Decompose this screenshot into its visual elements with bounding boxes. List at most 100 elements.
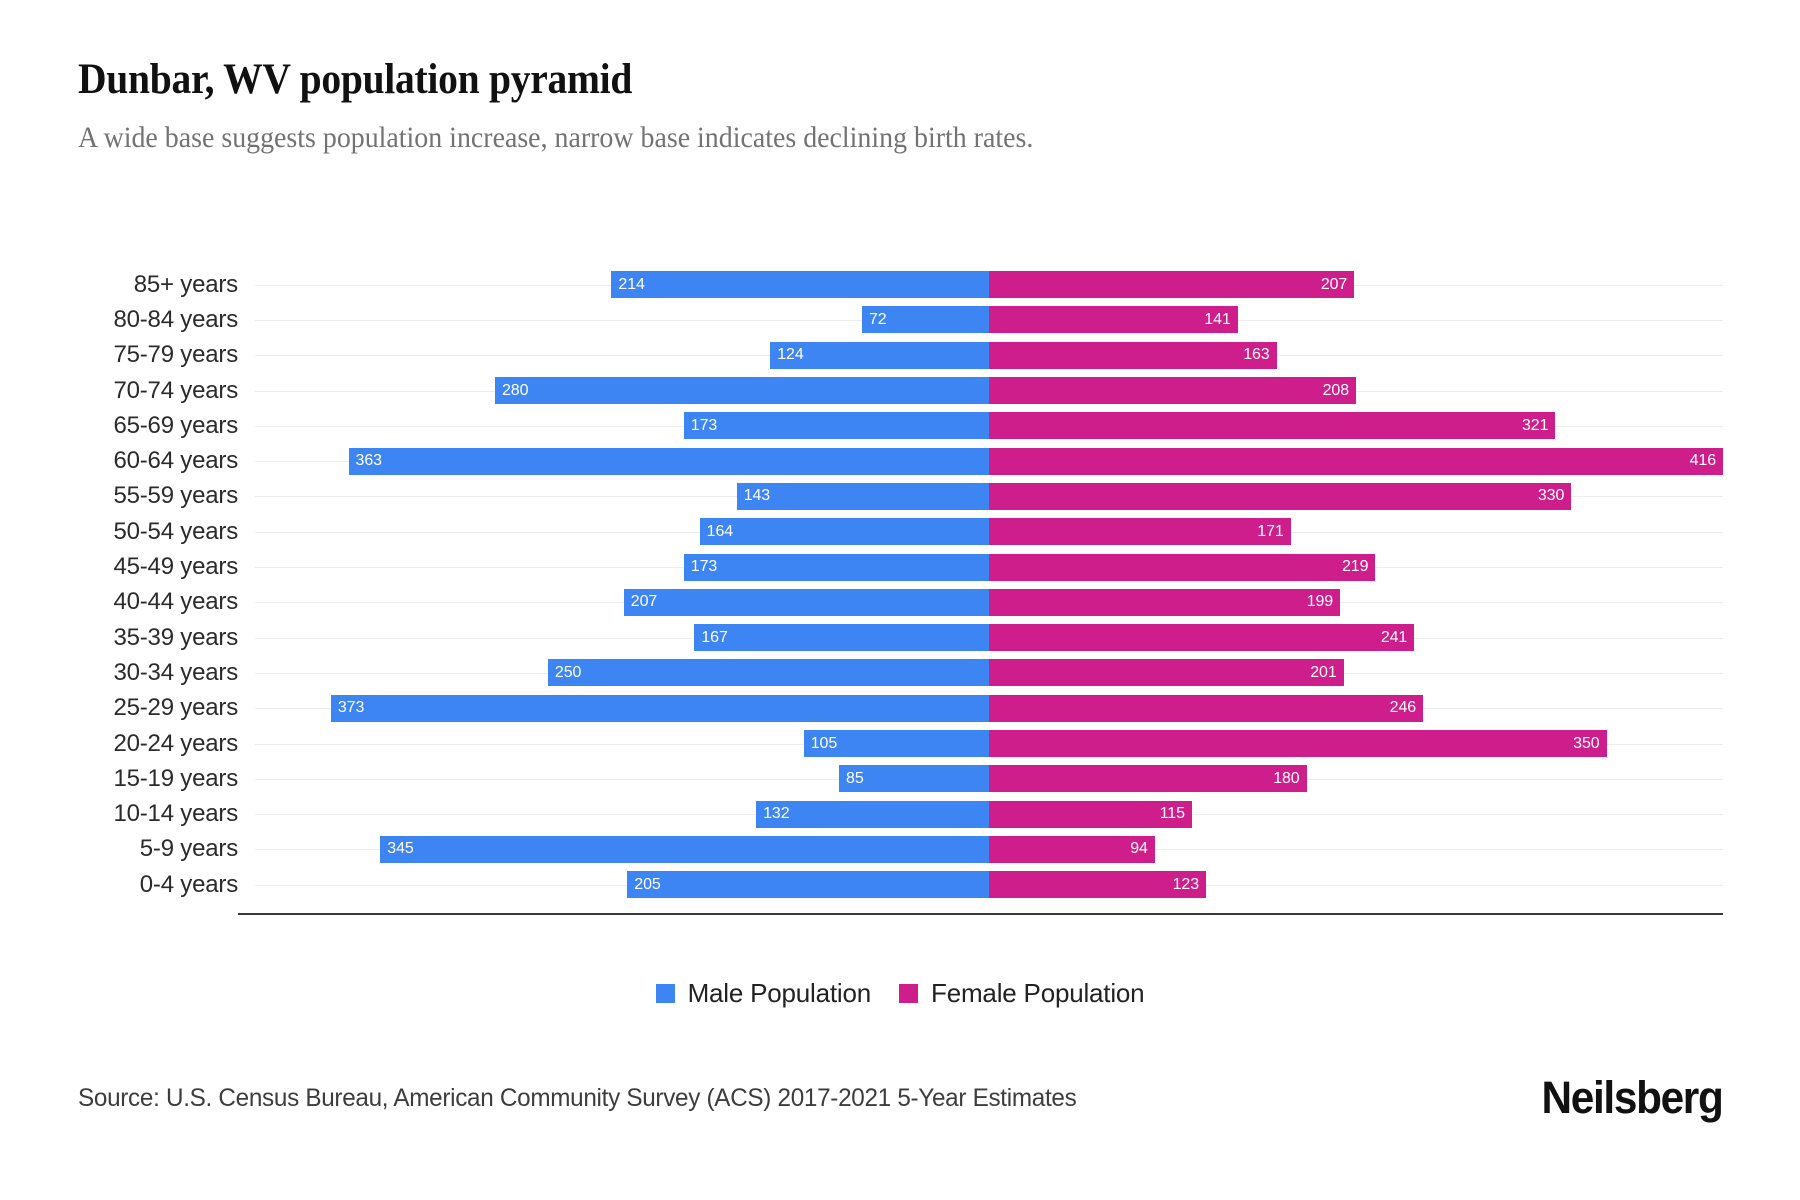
row-track: 373 246 [255,691,1723,726]
female-bar[interactable]: 207 [989,271,1355,299]
female-bar[interactable]: 180 [989,765,1307,793]
female-bar[interactable]: 201 [989,659,1344,687]
age-group-label: 85+ years [133,270,238,298]
row-track: 214 207 [255,267,1723,302]
male-bar[interactable]: 85 [839,765,989,793]
male-bar-value: 173 [690,416,718,434]
legend-item-male[interactable]: Male Population [655,978,871,1009]
male-half: 280 [255,377,989,405]
female-bar-value: 141 [1204,310,1231,328]
source-note: Source: U.S. Census Bureau, American Com… [78,1083,1077,1112]
female-half: 330 [989,482,1723,510]
bar-pair: 173 321 [255,408,1723,443]
male-half: 205 [255,871,989,899]
male-bar[interactable]: 72 [861,306,989,334]
legend-item-female[interactable]: Female Population [899,978,1145,1009]
male-bar-value: 143 [743,487,771,505]
female-bar[interactable]: 94 [989,835,1155,863]
male-bar[interactable]: 373 [330,694,989,722]
male-half: 363 [255,447,989,475]
age-group-label: 5-9 years [139,835,238,863]
male-bar[interactable]: 363 [348,447,989,475]
male-bar[interactable]: 214 [611,271,989,299]
chart-legend: Male Population Female Population [0,978,1800,1009]
female-half: 207 [989,271,1723,299]
male-half: 85 [255,765,989,793]
female-bar[interactable]: 115 [989,800,1192,828]
female-bar[interactable]: 123 [989,871,1207,899]
female-swatch-icon [899,984,919,1003]
male-half: 214 [255,271,989,299]
female-half: 321 [989,412,1723,440]
bar-pair: 164 171 [255,514,1723,549]
row-track: 345 94 [255,832,1723,867]
bar-pair: 250 201 [255,655,1723,690]
male-bar[interactable]: 124 [770,341,989,369]
male-bar[interactable]: 173 [683,412,989,440]
female-bar[interactable]: 321 [989,412,1556,440]
female-bar-value: 199 [1306,593,1334,611]
pyramid-row: 15-19 years 85 180 [78,761,1723,796]
male-bar[interactable]: 250 [547,659,989,687]
female-bar[interactable]: 219 [989,553,1376,581]
male-half: 207 [255,588,989,616]
male-bar-value: 363 [355,452,383,470]
female-bar-value: 330 [1537,487,1565,505]
row-track: 205 123 [255,867,1723,902]
male-bar[interactable]: 205 [627,871,989,899]
pyramid-row: 85+ years 214 207 [78,267,1723,302]
page-title: Dunbar, WV population pyramid [78,56,633,103]
female-half: 416 [989,447,1723,475]
female-bar[interactable]: 330 [989,482,1572,510]
male-bar[interactable]: 105 [803,730,989,757]
female-bar[interactable]: 171 [989,518,1291,546]
male-bar-value: 205 [634,875,661,893]
female-bar-value: 416 [1689,452,1717,470]
male-bar[interactable]: 164 [699,518,989,546]
female-bar[interactable]: 141 [989,306,1238,334]
female-bar-value: 180 [1273,769,1300,787]
male-bar[interactable]: 143 [736,482,989,510]
female-bar[interactable]: 241 [989,624,1415,652]
row-track: 72 141 [255,302,1723,337]
bar-pair: 124 163 [255,338,1723,373]
legend-label-female: Female Population [931,978,1145,1008]
female-bar[interactable]: 199 [989,588,1341,616]
pyramid-row: 55-59 years 143 330 [78,479,1723,514]
male-bar-value: 173 [690,558,718,576]
pyramid-row: 60-64 years 363 416 [78,443,1723,478]
female-half: 141 [989,306,1723,334]
male-bar[interactable]: 173 [683,553,989,581]
male-bar[interactable]: 207 [623,588,989,616]
male-bar-value: 345 [387,840,414,858]
pyramid-row: 45-49 years 173 219 [78,549,1723,584]
age-group-label: 75-79 years [113,341,238,369]
axis-baseline [238,913,1723,915]
row-track: 250 201 [255,655,1723,690]
male-bar[interactable]: 167 [694,624,989,652]
pyramid-row: 75-79 years 124 163 [78,338,1723,373]
age-group-label: 30-34 years [113,658,238,686]
male-bar[interactable]: 345 [380,835,989,863]
male-bar[interactable]: 132 [756,800,989,828]
male-half: 105 [255,730,989,757]
row-track: 173 219 [255,549,1723,584]
female-half: 115 [989,800,1723,828]
age-group-label: 35-39 years [113,623,238,651]
female-bar[interactable]: 246 [989,694,1424,722]
age-group-label: 40-44 years [113,588,238,616]
chart-subtitle: A wide base suggests population increase… [78,121,1034,155]
male-bar[interactable]: 280 [494,377,989,405]
bar-pair: 345 94 [255,832,1723,867]
population-pyramid-plot: 85+ years 214 207 80-84 years 72 141 75-79 yea… [0,255,1800,915]
female-bar[interactable]: 163 [989,341,1277,369]
age-group-label: 0-4 years [139,870,238,898]
male-half: 250 [255,659,989,687]
female-bar[interactable]: 416 [989,447,1723,475]
row-track: 363 416 [255,443,1723,478]
female-bar[interactable]: 350 [989,730,1607,757]
female-bar[interactable]: 208 [989,377,1356,405]
age-group-label: 50-54 years [113,517,238,545]
male-bar-value: 214 [618,275,645,293]
male-half: 173 [255,412,989,440]
